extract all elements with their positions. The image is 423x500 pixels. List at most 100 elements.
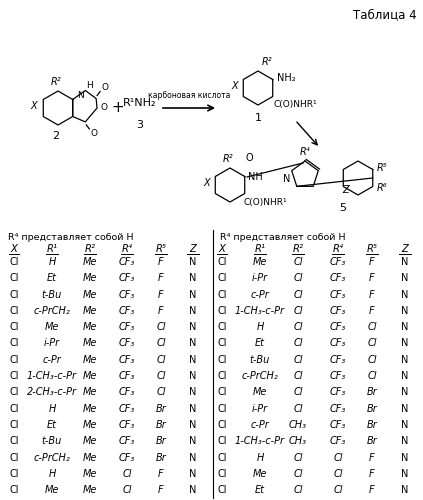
Text: c-Pr: c-Pr — [250, 420, 269, 430]
Text: CF₃: CF₃ — [330, 290, 346, 300]
Text: Me: Me — [83, 306, 97, 316]
Text: Cl: Cl — [9, 371, 19, 381]
Text: H: H — [48, 404, 56, 413]
Text: CF₃: CF₃ — [119, 338, 135, 348]
Text: Me: Me — [83, 338, 97, 348]
Text: Cl: Cl — [217, 290, 227, 300]
Text: Cl: Cl — [217, 469, 227, 479]
Text: F: F — [158, 274, 164, 283]
Text: Cl: Cl — [9, 338, 19, 348]
Text: Br: Br — [156, 436, 166, 446]
Text: 1: 1 — [255, 113, 261, 123]
Text: R¹: R¹ — [47, 244, 58, 254]
Text: CF₃: CF₃ — [119, 404, 135, 413]
Text: N: N — [401, 485, 409, 495]
Text: Cl: Cl — [217, 388, 227, 398]
Text: N: N — [401, 469, 409, 479]
Text: Cl: Cl — [293, 371, 303, 381]
Text: i-Pr: i-Pr — [252, 404, 268, 413]
Text: CF₃: CF₃ — [330, 420, 346, 430]
Text: c-Pr: c-Pr — [250, 290, 269, 300]
Text: Cl: Cl — [217, 436, 227, 446]
Text: Cl: Cl — [9, 322, 19, 332]
Text: F: F — [369, 257, 375, 267]
Text: N: N — [401, 388, 409, 398]
Text: Cl: Cl — [293, 257, 303, 267]
Text: CH₃: CH₃ — [289, 436, 307, 446]
Text: N: N — [401, 306, 409, 316]
Text: Cl: Cl — [333, 452, 343, 462]
Text: Cl: Cl — [9, 290, 19, 300]
Text: Me: Me — [83, 371, 97, 381]
Text: Cl: Cl — [293, 338, 303, 348]
Text: H: H — [256, 322, 264, 332]
Text: CF₃: CF₃ — [119, 420, 135, 430]
Text: CF₃: CF₃ — [119, 290, 135, 300]
Text: Cl: Cl — [217, 420, 227, 430]
Text: N: N — [190, 371, 197, 381]
Text: Me: Me — [83, 322, 97, 332]
Text: Cl: Cl — [293, 469, 303, 479]
Text: R⁴ представляет собой H: R⁴ представляет собой H — [220, 232, 346, 241]
Text: Cl: Cl — [9, 388, 19, 398]
Text: Cl: Cl — [293, 485, 303, 495]
Text: N: N — [190, 338, 197, 348]
Text: N: N — [190, 274, 197, 283]
Text: N: N — [401, 274, 409, 283]
Text: Cl: Cl — [293, 452, 303, 462]
Text: CF₃: CF₃ — [330, 355, 346, 365]
Text: N: N — [190, 485, 197, 495]
Text: 1-CH₃-c-Pr: 1-CH₃-c-Pr — [235, 306, 285, 316]
Text: Cl: Cl — [367, 355, 377, 365]
Text: H: H — [86, 80, 93, 90]
Text: CF₃: CF₃ — [119, 257, 135, 267]
Text: N: N — [401, 371, 409, 381]
Text: R⁴: R⁴ — [121, 244, 132, 254]
Text: Br: Br — [367, 388, 377, 398]
Text: t-Bu: t-Bu — [250, 355, 270, 365]
Text: H: H — [256, 452, 264, 462]
Text: Me: Me — [83, 420, 97, 430]
Text: Me: Me — [83, 388, 97, 398]
Text: Cl: Cl — [156, 388, 166, 398]
Text: R⁴: R⁴ — [332, 244, 343, 254]
Text: Cl: Cl — [156, 355, 166, 365]
Text: F: F — [158, 257, 164, 267]
Text: X: X — [219, 244, 225, 254]
Text: N: N — [401, 420, 409, 430]
Text: Cl: Cl — [217, 452, 227, 462]
Text: CF₃: CF₃ — [119, 355, 135, 365]
Text: Cl: Cl — [293, 290, 303, 300]
Text: F: F — [369, 274, 375, 283]
Text: H: H — [48, 257, 56, 267]
Text: Cl: Cl — [367, 322, 377, 332]
Text: i-Pr: i-Pr — [44, 338, 60, 348]
Text: N: N — [401, 436, 409, 446]
Text: Cl: Cl — [293, 322, 303, 332]
Text: c-PrCH₂: c-PrCH₂ — [242, 371, 278, 381]
Text: CF₃: CF₃ — [330, 436, 346, 446]
Text: F: F — [369, 469, 375, 479]
Text: F: F — [158, 290, 164, 300]
Text: Me: Me — [83, 436, 97, 446]
Text: CF₃: CF₃ — [119, 452, 135, 462]
Text: N: N — [401, 322, 409, 332]
Text: F: F — [158, 485, 164, 495]
Text: 3: 3 — [137, 120, 143, 130]
Text: N: N — [190, 290, 197, 300]
Text: Me: Me — [253, 388, 267, 398]
Text: Et: Et — [47, 420, 57, 430]
Text: Таблица 4: Таблица 4 — [353, 8, 417, 21]
Text: Br: Br — [367, 420, 377, 430]
Text: Me: Me — [83, 257, 97, 267]
Text: i-Pr: i-Pr — [252, 274, 268, 283]
Text: Cl: Cl — [293, 404, 303, 413]
Text: F: F — [158, 306, 164, 316]
Text: O: O — [101, 82, 108, 92]
Text: F: F — [369, 452, 375, 462]
Text: Cl: Cl — [9, 452, 19, 462]
Text: t-Bu: t-Bu — [42, 436, 62, 446]
Text: R⁴ представляет собой H: R⁴ представляет собой H — [8, 232, 134, 241]
Text: CF₃: CF₃ — [330, 388, 346, 398]
Text: Cl: Cl — [293, 306, 303, 316]
